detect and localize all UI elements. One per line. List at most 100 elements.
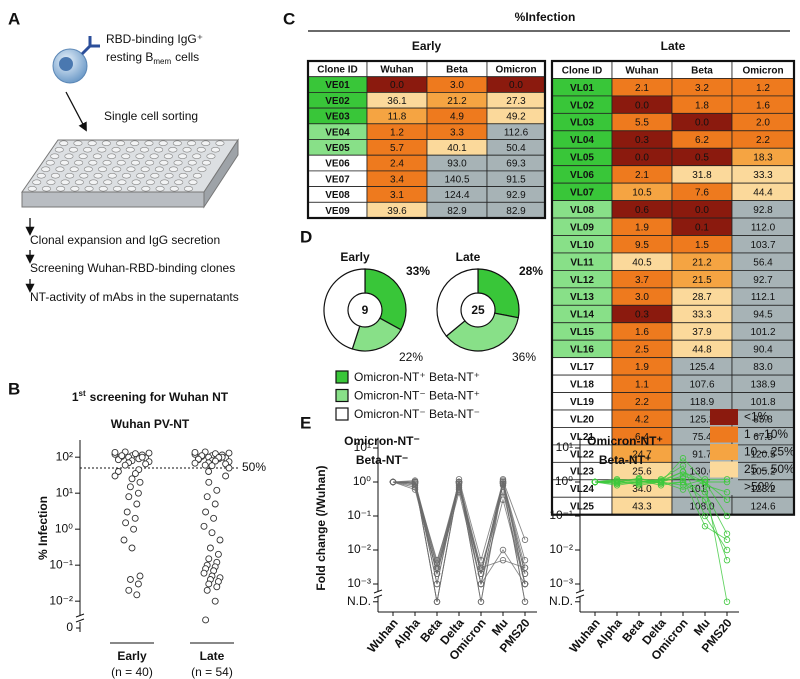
y-tick-label: 10¹ (56, 485, 73, 499)
value-label: 22% (399, 350, 423, 364)
well (84, 186, 94, 192)
point (206, 544, 214, 552)
y-tick-label: 10⁻³ (347, 576, 371, 590)
table-cell: 44.4 (753, 188, 773, 199)
point (123, 508, 131, 516)
point (679, 474, 687, 482)
header-text: Wuhan (625, 65, 658, 76)
well (178, 173, 188, 179)
point (138, 453, 146, 461)
legend-swatch (710, 409, 738, 425)
table-cell: 1.2 (756, 83, 770, 94)
y-tick-label: 10⁻¹ (347, 508, 371, 522)
point (216, 536, 224, 544)
clone-id: VL02 (570, 100, 594, 111)
well (116, 140, 126, 146)
point (499, 546, 507, 554)
panel-a-art (21, 36, 239, 293)
y-tick-label: 10⁻¹ (49, 557, 73, 571)
clone-id: VL21 (570, 432, 594, 443)
point (131, 450, 139, 458)
well (158, 140, 168, 146)
clone-id: VL12 (570, 275, 594, 286)
table-cell: 0.0 (390, 80, 404, 91)
well (192, 173, 202, 179)
series-line (393, 481, 526, 602)
clone-id: VL04 (570, 135, 594, 146)
table-cell: 50.4 (506, 143, 526, 154)
step-label: Single cell sorting (104, 109, 198, 123)
clone-id: VL13 (570, 292, 594, 303)
point (208, 529, 216, 537)
table-cell: 130.6 (689, 467, 714, 478)
table-cell: 90.4 (753, 345, 773, 356)
table-cell: 0.0 (635, 153, 649, 164)
clone-id: VL15 (570, 327, 594, 338)
table-cell: 40.1 (447, 143, 467, 154)
point (723, 546, 731, 554)
y-tick-label: 10⁻¹ (549, 508, 573, 522)
table-heading: %Infection (515, 10, 576, 24)
point (205, 478, 213, 486)
point (222, 472, 230, 480)
well (145, 179, 155, 185)
y-tick-label: 10¹ (354, 440, 371, 454)
table-cell: 5.7 (390, 143, 404, 154)
table-cell: 24.7 (632, 449, 652, 460)
cell-label-part: cells (175, 50, 199, 64)
legend-swatch (710, 426, 738, 443)
threshold-label: 50% (242, 460, 266, 474)
well (210, 147, 220, 153)
clone-id: VE08 (325, 190, 350, 201)
well (130, 160, 140, 166)
table-cell: 2.1 (635, 83, 649, 94)
well (103, 179, 113, 185)
table-cell: 5.5 (635, 118, 649, 129)
well (88, 160, 98, 166)
point (191, 459, 199, 467)
legend-swatch (710, 479, 738, 495)
y-tick-label: 10² (56, 449, 73, 463)
point (723, 536, 731, 543)
cell-label-sub: mem (153, 57, 171, 66)
well (98, 186, 108, 192)
point (126, 483, 134, 491)
header-text: Clone ID (562, 65, 603, 76)
point (134, 489, 142, 497)
legend-swatch (335, 388, 349, 403)
table-cell: 107.6 (689, 379, 714, 390)
plate-front (21, 191, 205, 208)
table-cell: 10.5 (632, 188, 652, 199)
table-title: Early (412, 39, 442, 53)
y-tick-label: 10⁰ (55, 521, 73, 535)
series-line (594, 480, 728, 501)
clone-id: VL06 (570, 170, 594, 181)
donut-segment (445, 312, 519, 352)
point (210, 514, 218, 522)
chart-title: Omicron-NT⁻ (344, 434, 420, 448)
table-cell: 21.5 (692, 275, 712, 286)
well (169, 166, 179, 172)
donut-segment (436, 268, 479, 337)
table-cell: 112.1 (751, 292, 776, 303)
y-tick-label: N.D. (347, 594, 371, 608)
table-cell: 103.7 (750, 240, 775, 251)
nucleus (59, 57, 73, 71)
clone-id: VL05 (570, 153, 594, 164)
value-label: 33% (406, 264, 430, 278)
point (208, 462, 216, 470)
point (499, 480, 507, 487)
well (160, 179, 170, 185)
well (69, 166, 79, 172)
table-cell: 9.5 (635, 240, 649, 251)
well (168, 147, 178, 153)
point (211, 500, 219, 508)
step-label: Screening Wuhan-RBD-binding clones (30, 261, 235, 275)
point (211, 457, 219, 465)
well (150, 173, 160, 179)
point (202, 616, 210, 624)
table-cell: 40.5 (632, 257, 652, 268)
point (455, 480, 463, 487)
y-axis-label: Fold change (/Wuhan) (314, 465, 328, 590)
point (679, 486, 687, 493)
